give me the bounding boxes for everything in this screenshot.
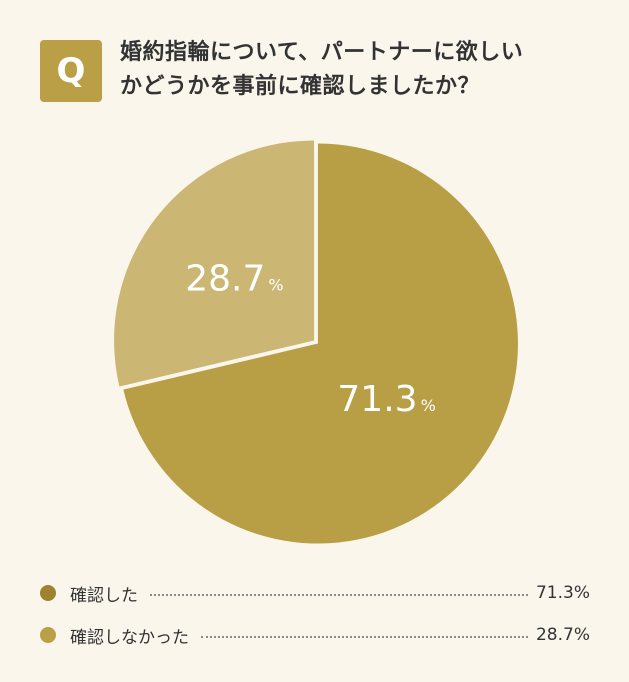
question-title-line-1: 婚約指輪について、パートナーに欲しい (120, 40, 524, 65)
legend-leader-dots (150, 594, 528, 596)
pie-label-unit: % (268, 275, 283, 294)
legend-item-confirmed: 確認した 71.3% (40, 578, 590, 608)
pie-slice-not-confirmed (114, 140, 315, 387)
pie-label-confirmed: 71.3% (337, 379, 435, 420)
legend-value-confirmed: 71.3% (535, 583, 590, 603)
question-title-line-2: かどうかを事前に確認しましたか？ (120, 74, 481, 99)
legend-dot-confirmed (40, 585, 56, 601)
pie-label-unit: % (421, 396, 436, 415)
question-badge-letter: Q (56, 51, 86, 91)
legend-label-not-confirmed: 確認しなかった (70, 627, 189, 648)
pie-label-not-confirmed: 28.7% (185, 258, 283, 299)
legend: 確認した 71.3% 確認しなかった 28.7% (40, 578, 590, 662)
question-badge: Q (40, 40, 102, 102)
pie-label-value: 71.3 (337, 379, 417, 420)
pie-label-value: 28.7 (185, 258, 265, 299)
legend-value-not-confirmed: 28.7% (535, 625, 590, 645)
pie-slices (114, 140, 518, 544)
legend-leader-dots (201, 636, 528, 638)
pie-slice-confirmed (123, 143, 518, 544)
legend-dot-not-confirmed (40, 627, 56, 643)
legend-label-confirmed: 確認した (70, 585, 138, 606)
pie-labels: 71.3 %28.7% (185, 258, 436, 419)
legend-item-not-confirmed: 確認しなかった 28.7% (40, 620, 590, 650)
question-title: 婚約指輪について、パートナーに欲しい かどうかを事前に確認しましたか？ (120, 36, 600, 104)
